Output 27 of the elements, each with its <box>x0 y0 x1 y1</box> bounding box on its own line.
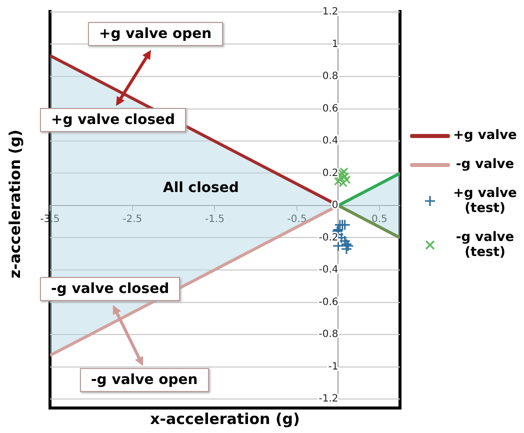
legend-label: -g valve <box>454 157 516 172</box>
annotation: +g valve open <box>88 22 223 46</box>
x-axis-title: x-acceleration (g) <box>149 410 301 428</box>
y-tick-label: 1.2 <box>322 6 338 18</box>
y-tick-label: -0.4 <box>318 264 338 276</box>
y-tick-label: 1 <box>332 38 338 50</box>
annotation: All closed <box>163 180 239 196</box>
y-tick-label: -1 <box>328 361 338 372</box>
y-tick-label: 0.2 <box>322 168 338 179</box>
x-tick-label: -0.5 <box>287 214 307 226</box>
annotation: -g valve open <box>80 368 209 392</box>
y-tick-label: 0.6 <box>322 103 338 114</box>
annotation: +g valve closed <box>40 108 186 132</box>
legend-label: +g valve <box>452 128 518 143</box>
legend-label: -g valve (test) <box>454 230 516 260</box>
y-tick-label: -1.2 <box>318 394 338 405</box>
y-tick-label: -0.2 <box>318 232 338 244</box>
x-tick-label: 0.5 <box>371 214 388 226</box>
legend-label: +g valve (test) <box>452 186 518 216</box>
y-tick-label: -0.6 <box>318 296 338 308</box>
x-tick-label: -2.5 <box>122 214 142 226</box>
x-tick-label: -1.5 <box>204 214 224 226</box>
y-tick-label: 0.4 <box>322 136 338 147</box>
annotation: -g valve closed <box>40 277 180 301</box>
y-axis-title: z-acceleration (g) <box>6 128 24 280</box>
y-tick-label: 0.8 <box>322 71 338 82</box>
y-tick-label: -0.8 <box>318 329 338 340</box>
